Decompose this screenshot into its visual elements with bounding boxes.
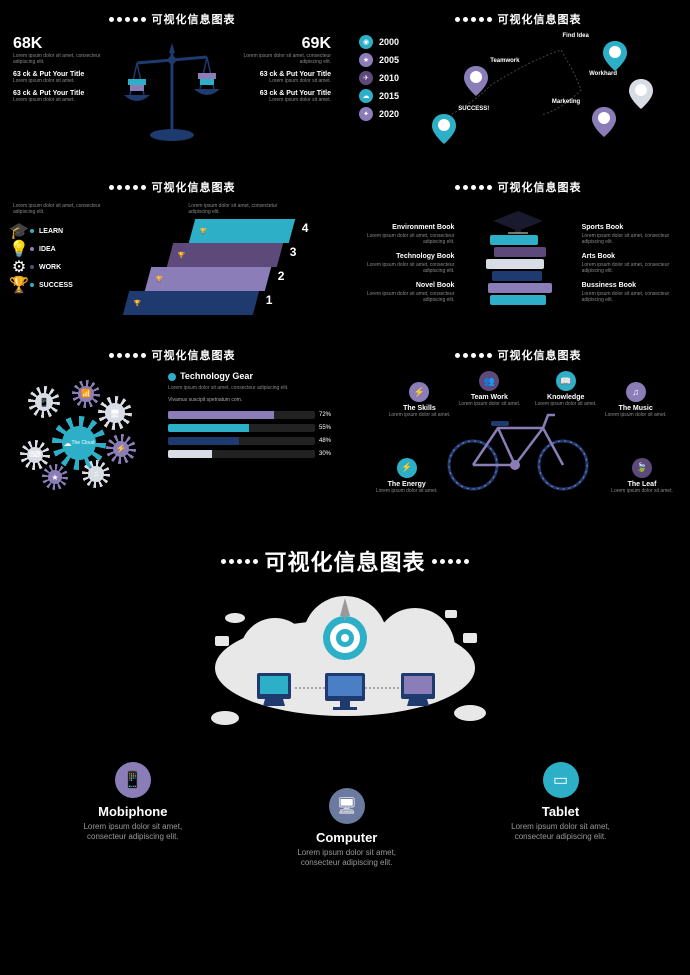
year-list: ◉2000 ★2005 ✈2010 ☁2015 ✦2020 — [359, 35, 399, 145]
book-icon — [490, 235, 538, 245]
book-label: Novel BookLorem ipsum dolor sit amet, co… — [359, 282, 454, 303]
feature-item: ⚡The SkillsLorem ipsum dolor sit amet. — [384, 382, 454, 418]
gear-icon: ♫ — [85, 463, 107, 485]
bar-row: 30% — [168, 450, 331, 458]
map-pin: Teamwork — [464, 66, 488, 101]
panel-steps: 可视化信息图表 Lorem ipsum dolor sit amet, cons… — [0, 168, 344, 334]
panel-gears: 可视化信息图表 ☁The Cloud📱📶🖥⚡♫★⌨ Technology Gea… — [0, 336, 344, 522]
gear-cluster-icon: ☁The Cloud📱📶🖥⚡♫★⌨ — [13, 371, 156, 501]
bar-row: 72% — [168, 411, 331, 419]
year-item: ✦2020 — [359, 107, 399, 121]
panel-books: 可视化信息图表 Environment BookLorem ipsum dolo… — [346, 168, 690, 334]
gear-icon: ⌨ — [23, 443, 47, 467]
learn-item: 💡IDEA — [13, 243, 108, 255]
balance-left: 68K Lorem ipsum dolor sit amet, consecte… — [13, 35, 102, 103]
bicycle-icon — [443, 403, 593, 493]
year-item: ★2005 — [359, 53, 399, 67]
book-label: Bussiness BookLorem ipsum dolor sit amet… — [582, 282, 677, 303]
books-right: Sports BookLorem ipsum dolor sit amet, c… — [582, 224, 677, 303]
scale-icon — [102, 35, 242, 155]
bar-row: 48% — [168, 437, 331, 445]
bar-chart: 72% 55% 48% 30% — [168, 411, 331, 458]
book-icon — [486, 259, 544, 269]
feature-item: 📖KnowledgeLorem ipsum dolor sit amet. — [531, 371, 601, 407]
cloud-icon — [185, 588, 505, 738]
stair-step: 🏆4 — [189, 219, 295, 243]
book-label: Technology BookLorem ipsum dolor sit ame… — [359, 253, 454, 274]
book-label: Environment BookLorem ipsum dolor sit am… — [359, 224, 454, 245]
panel-bicycle: 可视化信息图表 ⚡The SkillsLorem ipsum dolor sit… — [346, 336, 690, 522]
book-icon — [490, 295, 546, 305]
panel-balance: 可视化信息图表 68K Lorem ipsum dolor sit amet, … — [0, 0, 344, 166]
device-item: ▭TabletLorem ipsum dolor sit amet, conse… — [501, 762, 621, 843]
learn-list: Lorem ipsum dolor sit amet, consecteur a… — [13, 203, 108, 323]
pin-map: Find IdeaTeamworkWorkhardMarketingSUCCES… — [411, 35, 677, 145]
gear-icon: 🖥 — [101, 399, 129, 427]
panel-title: 可视化信息图表 — [152, 11, 236, 27]
feature-item: ♫The MusicLorem ipsum dolor sit amet. — [601, 382, 671, 418]
learn-item: 🎓LEARN — [13, 225, 108, 237]
book-label: Arts BookLorem ipsum dolor sit amet, con… — [582, 253, 677, 274]
book-stack-icon — [461, 203, 575, 323]
year-item: ✈2010 — [359, 71, 399, 85]
books-left: Environment BookLorem ipsum dolor sit am… — [359, 224, 454, 303]
bar-row: 55% — [168, 424, 331, 432]
balance-right: 69K Lorem ipsum dolor sit amet, consecte… — [242, 35, 331, 103]
book-icon — [492, 271, 542, 281]
gear-info: Technology Gear Lorem ipsum dolor sit am… — [168, 371, 331, 501]
feature-item: 👥Team WorkLorem ipsum dolor sit amet. — [454, 371, 524, 407]
feature-item: 🍃The LeafLorem ipsum dolor sit amet. — [607, 458, 677, 494]
gear-icon: 📶 — [75, 383, 97, 405]
gear-icon: ⚡ — [109, 437, 133, 461]
year-item: ☁2015 — [359, 89, 399, 103]
step-stairs: Lorem ipsum dolor sit amet, consectetur … — [118, 203, 331, 323]
map-pin: Marketing — [592, 107, 616, 142]
learn-item: ⚙WORK — [13, 261, 108, 273]
stair-step: 🏆1 — [123, 291, 259, 315]
gear-icon: ★ — [45, 467, 65, 487]
panel-timeline: 可视化信息图表 ◉2000★2005✈2010☁2015✦2020 Find I… — [346, 0, 690, 166]
book-icon — [494, 247, 546, 257]
device-item: 📱MobiphoneLorem ipsum dolor sit amet, co… — [73, 762, 193, 843]
stair-step: 🏆3 — [167, 243, 283, 267]
feature-item: ⚡The EnergyLorem ipsum dolor sit amet. — [372, 458, 442, 494]
book-label: Sports BookLorem ipsum dolor sit amet, c… — [582, 224, 677, 245]
stair-step: 🏆2 — [145, 267, 271, 291]
device-item: 🖥ComputerLorem ipsum dolor sit amet, con… — [287, 788, 407, 869]
map-pin: SUCCESS! — [432, 114, 456, 149]
learn-item: 🏆SUCCESS — [13, 279, 108, 291]
gear-icon: 📱 — [31, 389, 57, 415]
book-icon — [488, 283, 552, 293]
panel-cloud: 可视化信息图表 📱MobiphoneLorem ipsum dolor sit … — [0, 524, 690, 866]
map-pin: Workhard — [629, 79, 653, 114]
year-item: ◉2000 — [359, 35, 399, 49]
